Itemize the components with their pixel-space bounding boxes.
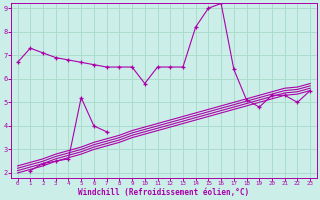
X-axis label: Windchill (Refroidissement éolien,°C): Windchill (Refroidissement éolien,°C) bbox=[78, 188, 249, 197]
